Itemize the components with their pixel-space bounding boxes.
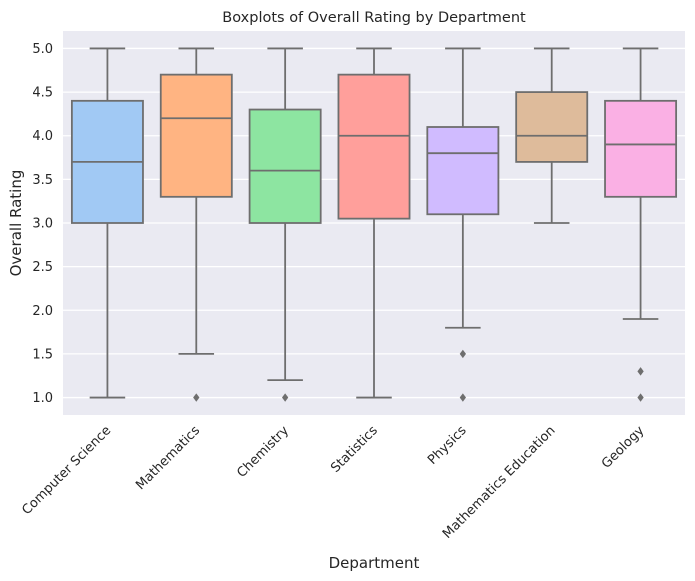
y-tick-label: 4.0 [32, 129, 53, 144]
x-tick-label: Physics [425, 423, 470, 468]
y-tick-label: 2.5 [32, 260, 53, 275]
outlier-point [281, 393, 289, 402]
chart-title: Boxplots of Overall Rating by Department [222, 10, 526, 26]
x-tick-label: Mathematics [133, 423, 203, 493]
box [515, 91, 589, 163]
box [337, 73, 411, 220]
outlier-point [459, 393, 467, 402]
box-group [159, 47, 233, 402]
y-tick-label: 1.0 [32, 391, 53, 406]
y-tick-label: 5.0 [32, 42, 53, 57]
box-group [337, 47, 411, 399]
y-tick-label: 3.5 [32, 173, 53, 188]
outlier-point [637, 367, 644, 376]
box [159, 73, 233, 198]
y-tick-labels: 1.0 1.5 2.0 2.5 3.0 3.5 4.0 4.5 5.0 [32, 42, 53, 406]
box-group [248, 47, 322, 402]
box [426, 126, 500, 216]
outlier-point [459, 349, 467, 359]
box-group [515, 47, 589, 224]
y-tick-label: 2.0 [32, 304, 53, 319]
x-axis-label: Department [329, 554, 420, 572]
x-tick-label: Chemistry [234, 423, 292, 481]
x-tick-labels: Computer Science Mathematics Chemistry Stat… [19, 423, 647, 542]
outlier-point [193, 393, 200, 402]
box-group [70, 47, 144, 399]
y-tick-label: 3.0 [32, 217, 53, 232]
y-tick-label: 4.5 [32, 86, 53, 101]
x-tick-label: Statistics [328, 423, 381, 476]
box-group [604, 47, 678, 402]
box-group [426, 47, 500, 402]
y-tick-label: 1.5 [32, 347, 53, 362]
x-tick-label: Geology [599, 423, 648, 472]
boxes-layer [70, 47, 678, 402]
box [248, 108, 322, 224]
box [604, 99, 678, 198]
y-axis-label: Overall Rating [7, 170, 25, 277]
outlier-point [637, 393, 644, 402]
x-tick-label: Computer Science [19, 423, 114, 518]
